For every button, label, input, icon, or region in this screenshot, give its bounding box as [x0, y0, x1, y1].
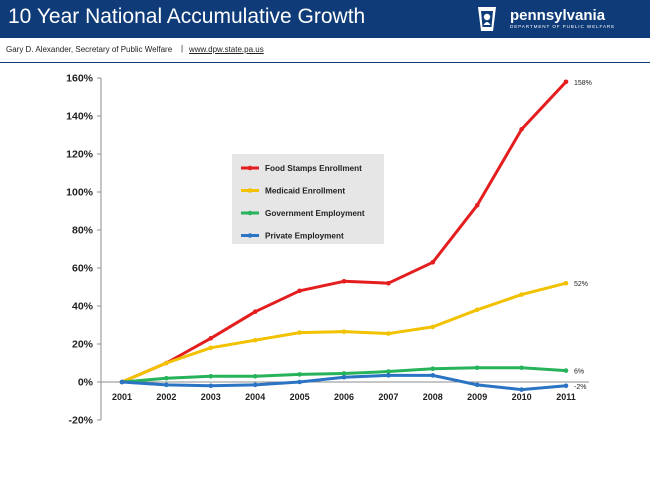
data-point-government-employment	[164, 375, 169, 381]
data-point-medicaid-enrollment	[563, 280, 569, 286]
x-tick-label: 2007	[378, 392, 398, 402]
series-end-labels: 158% 52% 6% -2%	[574, 80, 592, 391]
data-point-government-employment	[208, 374, 214, 379]
y-tick-label: 60%	[72, 263, 94, 275]
header-bar: 10 Year National Accumulative Growth pen…	[0, 0, 650, 38]
data-point-private-employment	[252, 382, 258, 388]
data-point-government-employment	[474, 365, 480, 371]
x-tick-label: 2004	[245, 392, 265, 402]
x-tick-label: 2005	[290, 392, 310, 402]
x-tick-label: 2008	[423, 392, 443, 402]
data-point-food-stamps-enrollment	[474, 203, 480, 208]
x-tick-label: 2002	[156, 392, 176, 402]
x-tick-label: 2009	[467, 392, 487, 402]
logo-department-text: DEPARTMENT OF PUBLIC WELFARE	[510, 24, 616, 29]
data-point-food-stamps-enrollment	[519, 127, 524, 132]
data-point-private-employment	[297, 379, 302, 385]
data-point-food-stamps-enrollment	[252, 309, 258, 314]
data-point-private-employment	[563, 383, 569, 389]
legend-item-government-employment: Government Employment	[265, 209, 365, 218]
y-tick-label: -20%	[68, 415, 93, 427]
data-point-medicaid-enrollment	[519, 292, 524, 297]
y-tick-label: 40%	[72, 301, 94, 313]
data-point-medicaid-enrollment	[297, 330, 302, 335]
secretary-name: Gary D. Alexander, Secretary of Public W…	[6, 45, 173, 54]
data-point-medicaid-enrollment	[430, 324, 436, 330]
data-point-food-stamps-enrollment	[430, 260, 436, 265]
website-link[interactable]: www.dpw.state.pa.us	[189, 45, 264, 54]
y-tick-label: 120%	[66, 149, 94, 161]
logo-brand-text: pennsylvania	[510, 7, 606, 24]
page-title: 10 Year National Accumulative Growth	[8, 5, 366, 28]
x-tick-label: 2003	[201, 392, 221, 402]
end-label-private-employment: -2%	[574, 384, 586, 391]
y-tick-label: 160%	[66, 73, 94, 85]
legend-item-medicaid-enrollment: Medicaid Enrollment	[265, 187, 345, 196]
data-point-private-employment	[474, 382, 480, 388]
subheader-bar: Gary D. Alexander, Secretary of Public W…	[0, 38, 650, 63]
data-point-private-employment	[119, 379, 125, 385]
y-tick-label: 80%	[72, 225, 94, 237]
data-point-private-employment	[341, 374, 347, 380]
data-point-medicaid-enrollment	[164, 360, 169, 366]
data-point-medicaid-enrollment	[208, 345, 214, 351]
data-point-private-employment	[164, 382, 169, 388]
end-label-government-employment: 6%	[574, 369, 584, 376]
x-axis-ticks: 2001 2002 2003 2004 2005 2006 2007 2008 2009 2010…	[112, 392, 576, 402]
data-point-food-stamps-enrollment	[297, 288, 302, 294]
data-point-government-employment	[252, 374, 258, 379]
legend-marker	[247, 165, 253, 171]
data-point-food-stamps-enrollment	[208, 336, 214, 341]
y-tick-label: 100%	[66, 187, 94, 199]
legend-marker	[247, 233, 253, 238]
data-point-government-employment	[519, 365, 524, 371]
end-label-food-stamps-enrollment: 158%	[574, 80, 592, 87]
chart-legend: Food Stamps Enrollment Medicaid Enrollmen…	[232, 154, 384, 244]
y-axis-ticks: 160% 140% 120% 100% 80% 60% 40% 20% 0% -20%	[66, 73, 101, 427]
y-tick-label: 0%	[78, 377, 94, 389]
data-point-medicaid-enrollment	[386, 331, 391, 336]
growth-line-chart: 160%140%120%100%80%60%40%20%0%-20% 2001 2…	[66, 73, 592, 427]
data-point-private-employment	[430, 373, 436, 378]
data-point-private-employment	[519, 387, 524, 392]
y-tick-label: 140%	[66, 111, 94, 123]
data-point-government-employment	[341, 371, 347, 376]
x-tick-label: 2010	[512, 392, 532, 402]
legend-marker	[247, 188, 253, 193]
data-point-food-stamps-enrollment	[341, 279, 347, 284]
data-point-government-employment	[386, 369, 391, 374]
data-point-private-employment	[208, 383, 214, 389]
end-label-medicaid-enrollment: 52%	[574, 281, 588, 288]
data-point-medicaid-enrollment	[474, 307, 480, 313]
data-point-government-employment	[430, 366, 436, 372]
series-lines	[119, 79, 569, 392]
data-point-food-stamps-enrollment	[563, 79, 569, 85]
subheader-separator: |	[181, 44, 184, 53]
x-tick-label: 2006	[334, 392, 354, 402]
data-point-medicaid-enrollment	[341, 329, 347, 334]
keystone-seal-icon	[478, 7, 496, 31]
legend-item-food-stamps-enrollment: Food Stamps Enrollment	[265, 164, 362, 173]
chart-axes	[100, 78, 589, 420]
data-point-government-employment	[563, 368, 569, 373]
x-tick-label: 2011	[556, 392, 576, 402]
y-tick-label: 20%	[72, 339, 94, 351]
data-point-private-employment	[386, 373, 391, 378]
data-point-food-stamps-enrollment	[386, 280, 391, 286]
data-point-medicaid-enrollment	[252, 337, 258, 343]
data-point-government-employment	[297, 372, 302, 377]
x-tick-label: 2001	[112, 392, 132, 402]
pennsylvania-logo: pennsylvania DEPARTMENT OF PUBLIC WELFAR…	[472, 4, 646, 34]
legend-item-private-employment: Private Employment	[265, 232, 344, 241]
legend-marker	[247, 210, 253, 216]
